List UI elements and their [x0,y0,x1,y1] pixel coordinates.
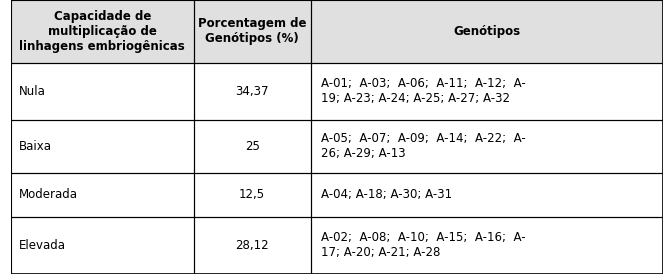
Text: A-04; A-18; A-30; A-31: A-04; A-18; A-30; A-31 [321,188,452,201]
Bar [194,0,311,63]
Text: Nula: Nula [19,85,46,98]
Bar [11,0,194,63]
Text: A-02;  A-08;  A-10;  A-15;  A-16;  A-
17; A-20; A-21; A-28: A-02; A-08; A-10; A-15; A-16; A- 17; A-2… [321,232,525,259]
Text: 28,12: 28,12 [235,239,269,252]
Text: 12,5: 12,5 [239,188,265,201]
Bar [311,63,663,120]
Text: Moderada: Moderada [19,188,78,201]
Bar [194,63,311,120]
Bar [11,120,194,173]
Text: 34,37: 34,37 [235,85,269,98]
Bar [11,173,194,217]
Bar [194,217,311,274]
Text: Capacidade de
multiplicação de
linhagens embriogênicas: Capacidade de multiplicação de linhagens… [19,10,185,53]
Text: A-01;  A-03;  A-06;  A-11;  A-12;  A-
19; A-23; A-24; A-25; A-27; A-32: A-01; A-03; A-06; A-11; A-12; A- 19; A-2… [321,77,525,105]
Text: A-05;  A-07;  A-09;  A-14;  A-22;  A-
26; A-29; A-13: A-05; A-07; A-09; A-14; A-22; A- 26; A-2… [321,132,525,160]
Bar [11,217,194,274]
Text: Elevada: Elevada [19,239,66,252]
Text: Porcentagem de
Genótipos (%): Porcentagem de Genótipos (%) [198,17,306,45]
Text: Genótipos: Genótipos [453,25,520,38]
Text: 25: 25 [245,140,260,153]
Bar [194,173,311,217]
Bar [194,120,311,173]
Bar [311,173,663,217]
Bar [11,63,194,120]
Bar [311,120,663,173]
Bar [311,0,663,63]
Bar [311,217,663,274]
Text: Baixa: Baixa [19,140,52,153]
